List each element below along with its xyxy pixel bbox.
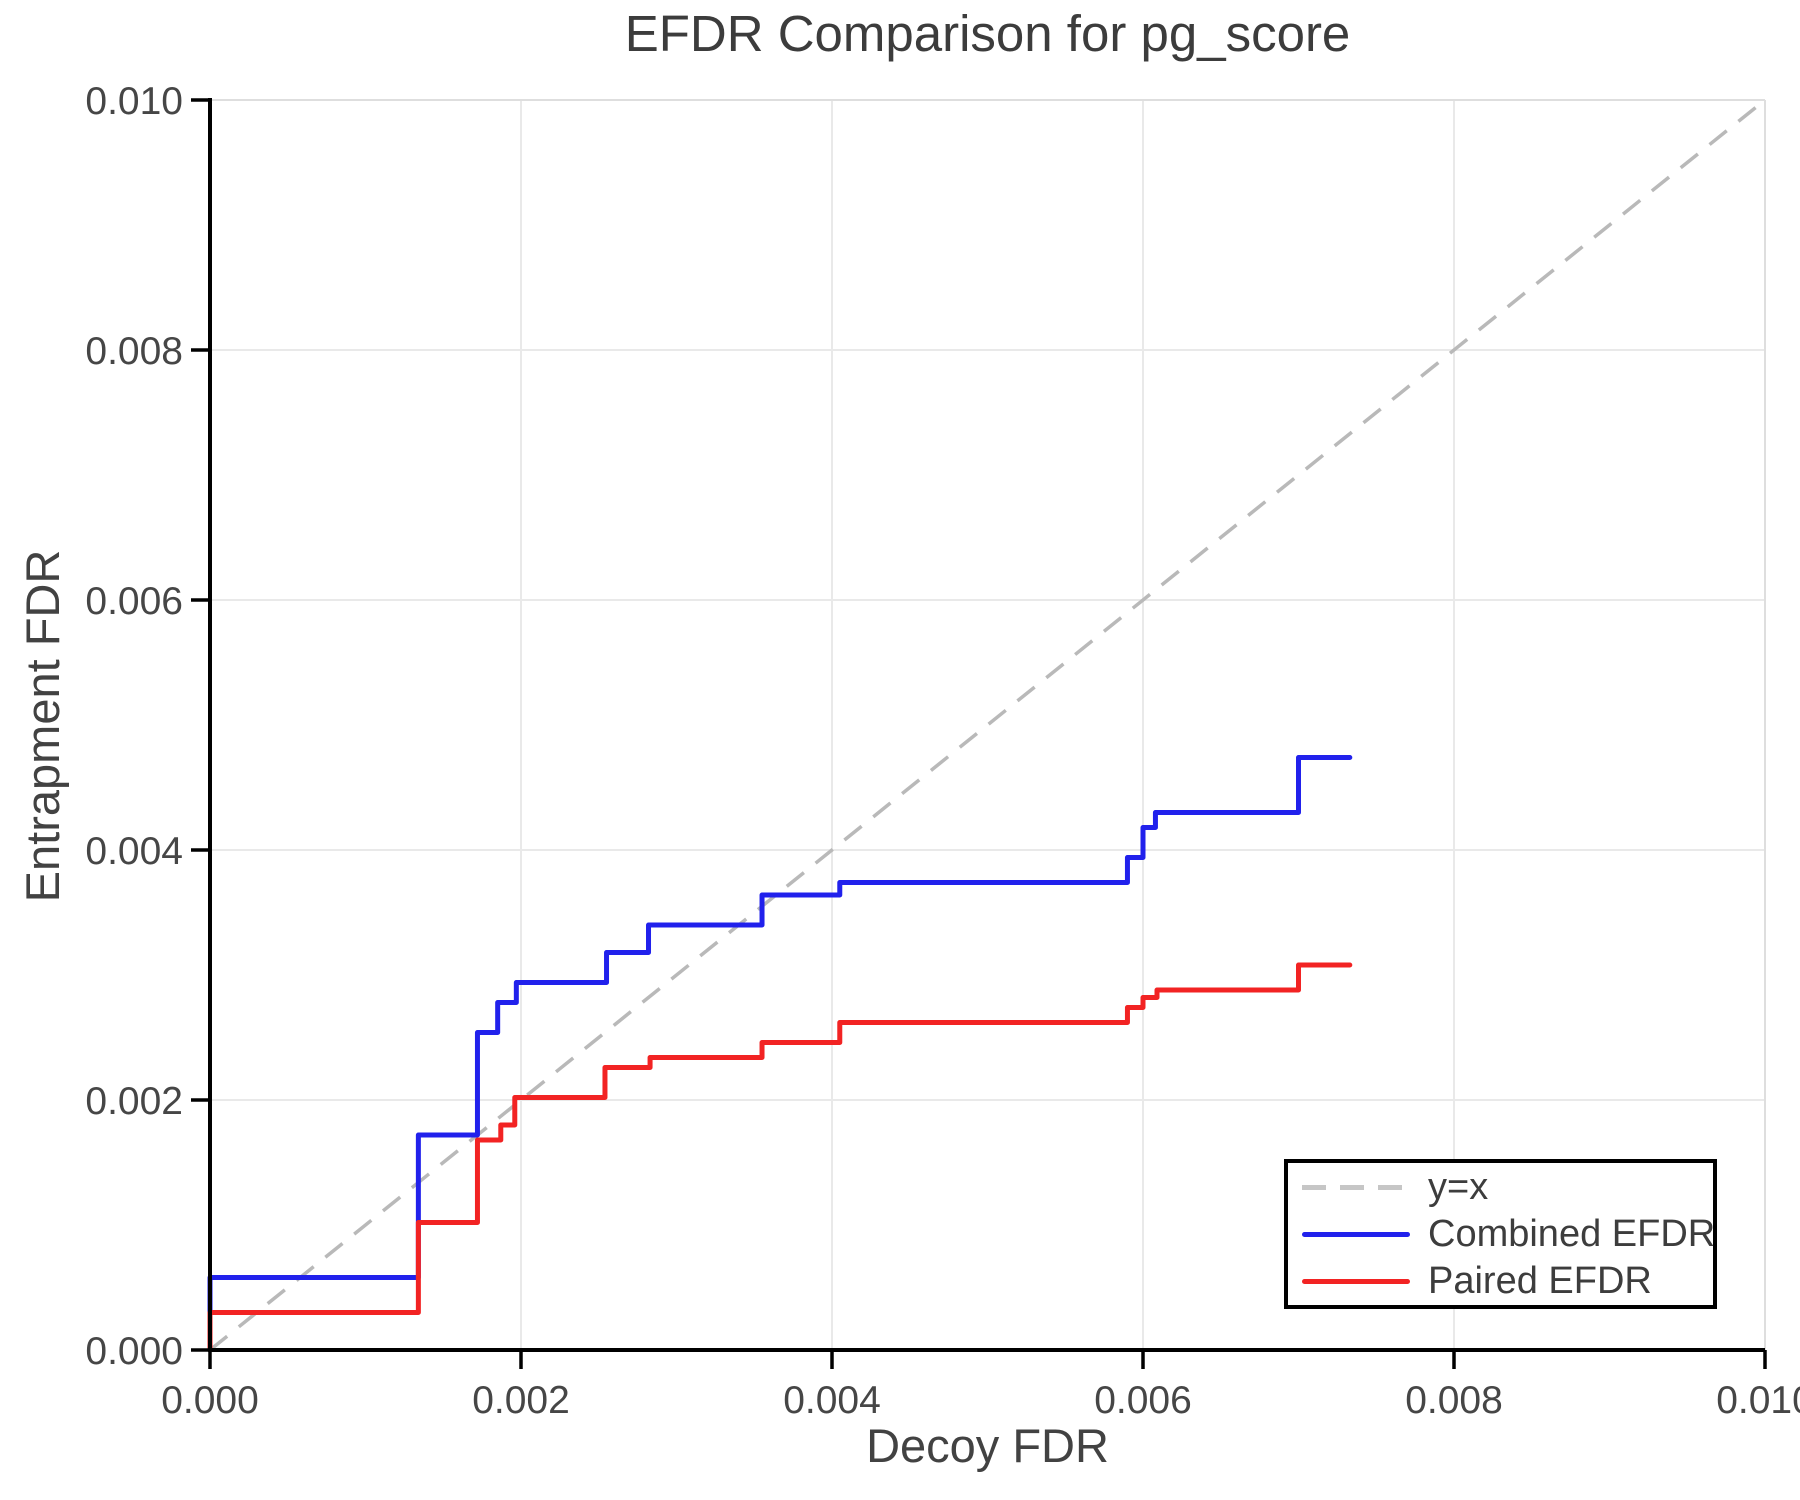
legend-label: y=x	[1428, 1166, 1489, 1208]
x-tick-label: 0.000	[161, 1379, 259, 1422]
legend-item-identity: y=x	[1302, 1168, 1713, 1206]
paired-efdr-line	[207, 962, 1353, 1353]
y-tick-label: 0.000	[85, 1330, 183, 1373]
x-tick-label: 0.010	[1716, 1379, 1800, 1422]
x-tick-label: 0.002	[472, 1379, 570, 1422]
paired-efdr-line-sample	[1302, 1278, 1410, 1284]
legend-item-paired-efdr: Paired EFDR	[1302, 1262, 1713, 1300]
legend-item-combined-efdr: Combined EFDR	[1302, 1213, 1716, 1255]
combined-efdr-line	[207, 755, 1353, 1353]
y-axis-title: Entrapment FDR	[16, 549, 69, 903]
identity-line-sample	[1302, 1184, 1410, 1190]
x-tick-label: 0.004	[783, 1379, 881, 1422]
legend-label: Paired EFDR	[1428, 1260, 1652, 1302]
x-tick-label: 0.008	[1405, 1379, 1503, 1422]
y-tick-label: 0.010	[85, 80, 183, 123]
y-tick-label: 0.008	[85, 330, 183, 373]
legend-label: Combined EFDR	[1428, 1213, 1716, 1255]
x-axis-title: Decoy FDR	[866, 1419, 1109, 1472]
y-tick-label: 0.002	[85, 1080, 183, 1123]
y-tick-label: 0.004	[85, 830, 183, 873]
x-tick-label: 0.006	[1094, 1379, 1192, 1422]
combined-efdr-line-sample	[1302, 1231, 1410, 1237]
y-tick-label: 0.006	[85, 580, 183, 623]
legend: y=x Combined EFDR Paired EFDR	[1284, 1159, 1717, 1309]
chart-title: EFDR Comparison for pg_score	[624, 5, 1351, 62]
